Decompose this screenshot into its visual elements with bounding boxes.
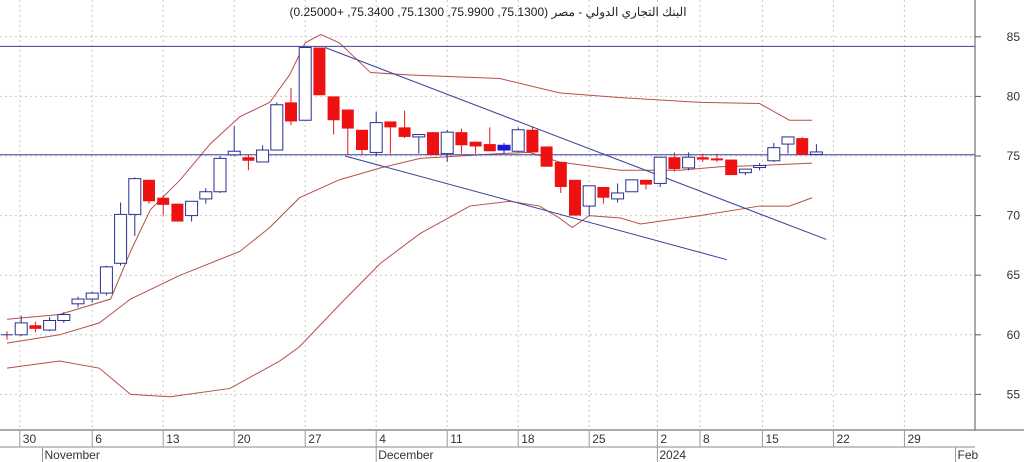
y-tick-label: 75 xyxy=(1007,149,1021,163)
candle-body xyxy=(554,161,567,187)
candle-body xyxy=(711,158,723,161)
candle-body xyxy=(256,149,270,163)
candle-body xyxy=(199,191,213,200)
candle-body xyxy=(696,157,709,160)
x-tick-label: 8 xyxy=(703,432,710,446)
x-tick-label: 13 xyxy=(166,432,180,446)
x-tick-label: 4 xyxy=(379,432,386,446)
candle-body xyxy=(14,322,28,336)
x-tick-label: 15 xyxy=(765,432,779,446)
y-tick-label: 70 xyxy=(1007,209,1021,223)
bollinger-bands xyxy=(6,33,813,398)
y-tick-label: 65 xyxy=(1007,268,1021,282)
candle-body xyxy=(753,165,767,169)
chart-title: البنك التجاري الدولي - مصر (75.1300, 75.… xyxy=(289,5,686,19)
x-tick-label: 22 xyxy=(836,432,850,446)
candle-body xyxy=(384,121,397,128)
candle-body xyxy=(185,200,199,217)
x-tick-label: 6 xyxy=(95,432,102,446)
x-tick-label: 20 xyxy=(237,432,251,446)
candle-body xyxy=(85,292,99,300)
candle-body xyxy=(313,47,326,96)
candle-body xyxy=(412,134,426,138)
candle-body xyxy=(298,47,312,121)
candle-body xyxy=(625,179,639,193)
candle-body xyxy=(569,179,581,216)
candle-body xyxy=(356,129,368,151)
candle-body xyxy=(327,96,340,121)
candle-body xyxy=(526,129,539,153)
candle-body xyxy=(213,157,227,193)
candle-body xyxy=(285,102,297,122)
candle-body xyxy=(398,127,411,137)
candle-body xyxy=(497,144,511,151)
candle-body xyxy=(99,266,113,294)
candle-body xyxy=(369,122,383,153)
month-label: December xyxy=(378,448,433,462)
candle-body xyxy=(114,213,128,264)
y-tick-label: 80 xyxy=(1007,89,1021,103)
axes xyxy=(0,0,1024,448)
candle-body xyxy=(738,168,752,174)
x-tick-label: 29 xyxy=(907,432,921,446)
candle-body xyxy=(128,178,142,215)
candle-body xyxy=(682,156,696,169)
candle-body xyxy=(640,179,652,185)
candle-body xyxy=(611,192,625,200)
candle-body xyxy=(57,314,71,321)
y-tick-label: 85 xyxy=(1007,30,1021,44)
y-tick-label: 60 xyxy=(1007,328,1021,342)
candle-body xyxy=(43,319,57,331)
candle-body xyxy=(171,203,184,222)
candle-body xyxy=(796,138,809,155)
month-label: Feb xyxy=(958,448,979,462)
candle-body xyxy=(440,131,454,155)
candle-body xyxy=(511,129,525,152)
candle-body xyxy=(483,144,496,152)
x-tick-label: 11 xyxy=(450,432,463,446)
candle-body xyxy=(767,147,781,162)
x-tick-label: 30 xyxy=(23,432,37,446)
candle-body xyxy=(71,298,85,305)
month-label: 2024 xyxy=(659,448,686,462)
candle-body xyxy=(540,146,553,167)
candle-body xyxy=(427,132,439,155)
trend-line xyxy=(324,47,827,240)
candle-body xyxy=(653,156,667,184)
x-tick-label: 18 xyxy=(521,432,535,446)
month-label: November xyxy=(45,448,100,462)
candle-body xyxy=(469,141,482,147)
x-tick-label: 27 xyxy=(308,432,322,446)
candle-body xyxy=(597,186,610,198)
candle-body xyxy=(157,197,170,205)
candle-body xyxy=(781,136,795,145)
candle-body xyxy=(341,109,354,129)
candles xyxy=(1,47,823,340)
candle-body xyxy=(143,179,155,202)
y-tick-label: 55 xyxy=(1007,387,1021,401)
trend-line xyxy=(344,155,728,261)
bollinger-lower-line xyxy=(6,197,813,398)
bollinger-middle-line xyxy=(6,151,813,344)
gridlines xyxy=(0,0,981,430)
x-tick-label: 2 xyxy=(660,432,667,446)
bollinger-upper-line xyxy=(6,33,813,320)
candle-body xyxy=(270,104,284,151)
candle-body xyxy=(455,132,468,146)
x-tick-label: 25 xyxy=(592,432,606,446)
candle-body xyxy=(668,157,681,170)
candle-body xyxy=(582,185,596,207)
candle-body xyxy=(242,157,255,161)
candle-body xyxy=(809,151,823,155)
candle-body xyxy=(725,159,738,176)
x-axis-labels: 30 6 13 20 27 4 11 18 25 2 8 15 22 29 November December… xyxy=(19,430,979,462)
candle-body xyxy=(29,325,42,329)
y-axis-labels: 55 60 65 70 75 80 85 xyxy=(1007,30,1021,402)
candle-body xyxy=(227,150,241,156)
